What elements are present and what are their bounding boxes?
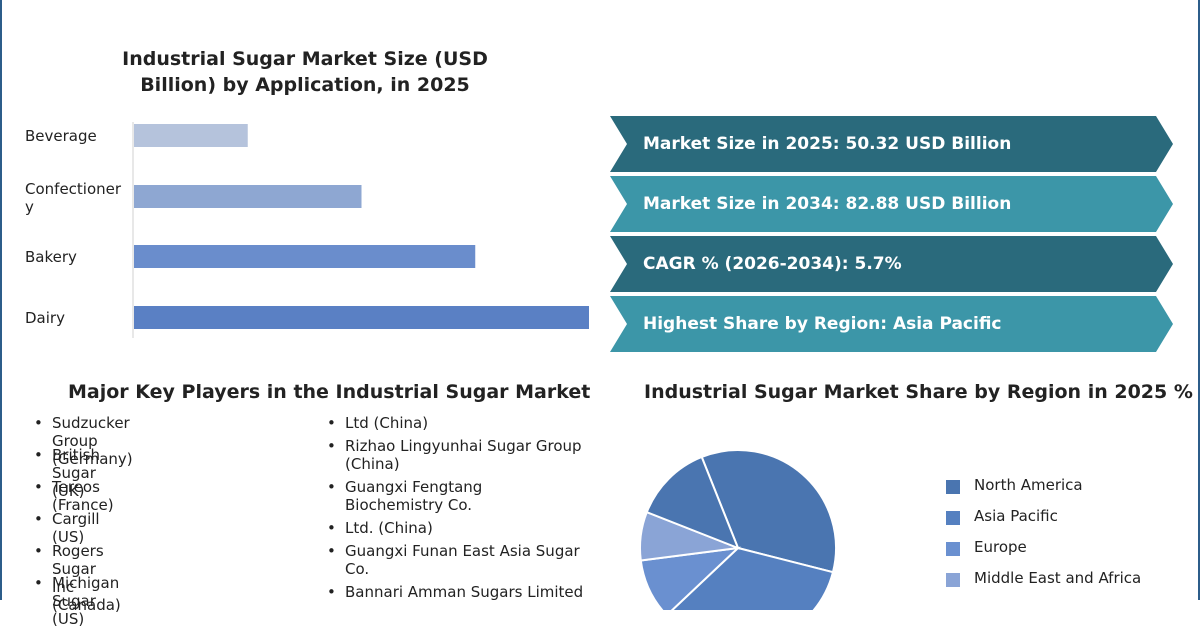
bar-confectionery — [134, 185, 362, 208]
frame-border-right — [1198, 0, 1200, 600]
player-item: • Bannari Amman Sugars Limited — [327, 583, 584, 601]
frame-border-left — [0, 0, 2, 600]
pie-slice-north-america — [700, 449, 837, 574]
bar-bakery — [134, 245, 476, 268]
legend-swatch — [946, 480, 960, 494]
legend-label: Asia Pacific — [974, 507, 1058, 525]
bar-beverage — [134, 124, 248, 147]
bar-chart: Beverage Confectioner y Bakery Dairy — [25, 122, 589, 338]
legend-swatch — [946, 542, 960, 556]
player-item: • Michigan Sugar (US) — [34, 574, 120, 628]
player-name: Tereos (France) — [52, 478, 114, 514]
bar-label-confectionery: Confectioner y — [25, 180, 122, 216]
bullet-icon: • — [34, 446, 43, 464]
legend-label: Middle East and Africa — [974, 569, 1142, 587]
player-item: • Guangxi Funan East Asia Sugar Co. — [327, 542, 580, 578]
player-name: Bannari Amman Sugars Limited — [345, 583, 584, 601]
player-item: • Cargill (US) — [34, 510, 100, 546]
bar-dairy — [134, 306, 589, 329]
pie-chart — [639, 449, 837, 610]
player-item: • Ltd. (China) — [327, 519, 433, 537]
pie-chart-title: Industrial Sugar Market Share by Region … — [644, 381, 1193, 403]
stat-text: Highest Share by Region: Asia Pacific — [643, 314, 1002, 334]
bullet-icon: • — [327, 583, 336, 601]
stat-text: CAGR % (2026-2034): 5.7% — [643, 254, 902, 274]
player-item: • Ltd (China) — [327, 414, 429, 432]
bullet-icon: • — [34, 478, 43, 496]
player-name: Ltd. (China) — [345, 519, 433, 537]
stat-text: Market Size in 2034: 82.88 USD Billion — [643, 194, 1012, 214]
bullet-icon: • — [327, 542, 336, 560]
player-name: Ltd (China) — [345, 414, 429, 432]
bullet-icon: • — [34, 574, 43, 592]
bullet-icon: • — [34, 510, 43, 528]
bullet-icon: • — [327, 414, 336, 432]
bullet-icon: • — [327, 478, 336, 496]
players-title: Major Key Players in the Industrial Suga… — [68, 381, 591, 403]
player-name: Guangxi Fengtang Biochemistry Co. — [345, 478, 483, 514]
legend-swatch — [946, 511, 960, 525]
bullet-icon: • — [327, 519, 336, 537]
stat-text: Market Size in 2025: 50.32 USD Billion — [643, 134, 1012, 154]
legend-label: North America — [974, 476, 1083, 494]
player-name: Rizhao Lingyunhai Sugar Group (China) — [345, 437, 582, 473]
bullet-icon: • — [34, 542, 43, 560]
bullet-icon: • — [34, 414, 43, 432]
player-name: British Sugar (UK) — [52, 446, 100, 500]
player-name: Michigan Sugar (US) — [52, 574, 120, 628]
player-item: • Guangxi Fengtang Biochemistry Co. — [327, 478, 585, 514]
player-item: • Tereos (France) — [34, 478, 114, 514]
bullet-icon: • — [327, 437, 336, 455]
pie-slice-other — [645, 455, 740, 550]
player-name: Cargill (US) — [52, 510, 100, 546]
legend-label: Europe — [974, 538, 1027, 556]
bar-label-dairy: Dairy — [25, 309, 65, 327]
bar-label-bakery: Bakery — [25, 248, 77, 266]
legend-swatch — [946, 573, 960, 587]
player-name: Sudzucker Group (Germany) — [52, 414, 133, 468]
bar-chart-title: Industrial Sugar Market Size (USD Billio… — [122, 48, 488, 96]
player-item: • Sudzucker Group (Germany) — [34, 414, 133, 468]
pie-slice-asia-pacific — [670, 546, 835, 610]
player-item: • Rizhao Lingyunhai Sugar Group (China) — [327, 437, 585, 473]
bar-label-beverage: Beverage — [25, 127, 97, 145]
player-name: Guangxi Funan East Asia Sugar Co. — [345, 542, 580, 578]
player-item: • British Sugar (UK) — [34, 446, 100, 500]
